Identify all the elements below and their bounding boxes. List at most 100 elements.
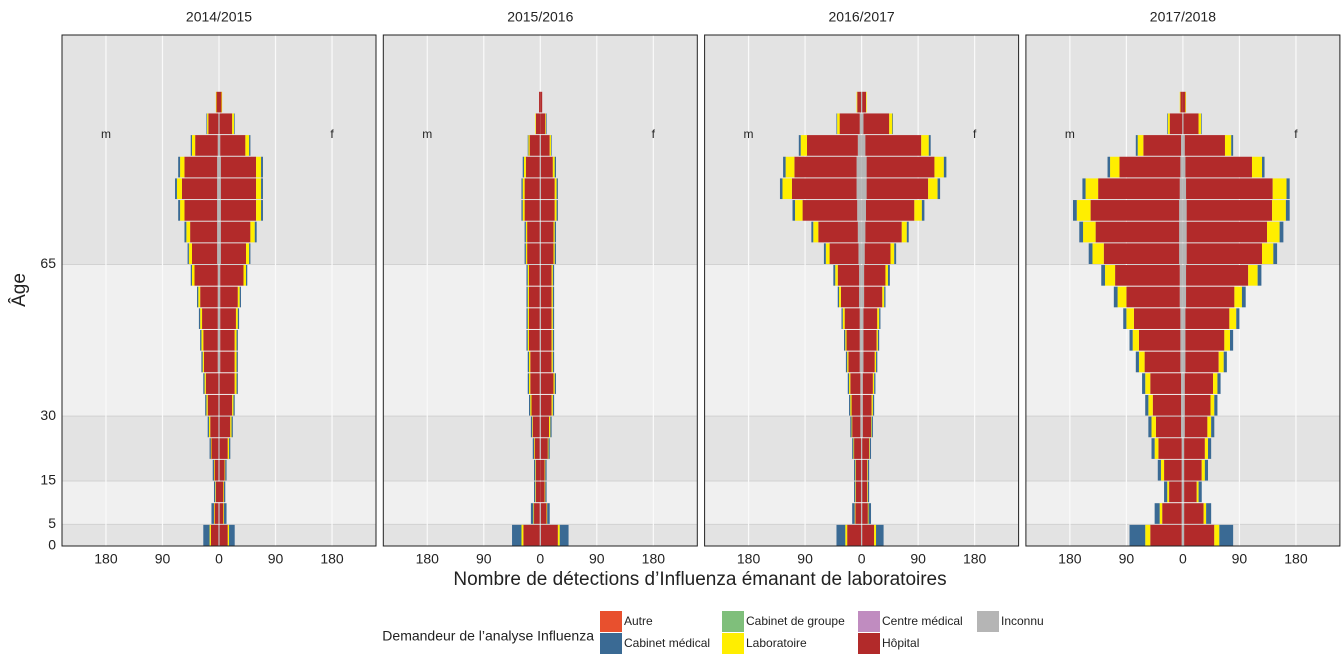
bar-segment [261, 178, 263, 200]
bar-segment [545, 113, 546, 135]
sex-label: m [1065, 127, 1075, 141]
bar-segment [1214, 524, 1220, 546]
bar-segment [527, 308, 529, 329]
bar-segment [851, 416, 853, 438]
y-tick-label: 5 [48, 515, 56, 531]
bar-segment [190, 265, 192, 286]
bar-segment [1262, 156, 1265, 178]
bar-segment [217, 156, 219, 178]
bar-segment [544, 459, 546, 481]
bar-segment [539, 200, 541, 221]
bar-segment [1142, 373, 1146, 394]
bar-segment [846, 329, 860, 351]
bar-segment [234, 113, 235, 135]
bar-segment [219, 156, 221, 178]
bar-segment [852, 438, 854, 459]
bar-segment [857, 91, 861, 113]
bar-segment [1123, 308, 1127, 329]
bar-segment [1181, 438, 1183, 459]
bar-segment [539, 286, 541, 308]
bar-segment [1185, 351, 1219, 373]
bar-segment [532, 438, 535, 459]
bar-segment [551, 351, 553, 373]
bar-segment [1184, 394, 1211, 416]
bar-segment [1184, 416, 1208, 438]
bar-segment [219, 221, 221, 243]
bar-segment [859, 351, 862, 373]
bar-segment [539, 524, 541, 546]
bar-segment [779, 178, 783, 200]
x-tick-label: 180 [94, 551, 118, 567]
bar-segment [860, 373, 862, 394]
bar-segment [539, 156, 541, 178]
facet-title: 2017/2018 [1150, 9, 1216, 25]
legend-title: Demandeur de l’analyse Influenza [382, 628, 594, 644]
bar-segment [862, 91, 866, 113]
bar-segment [1180, 351, 1183, 373]
bar-segment [218, 459, 219, 481]
bar-segment [921, 200, 925, 221]
bar-segment [854, 481, 856, 503]
bar-segment [867, 503, 869, 524]
bar-segment [874, 351, 877, 373]
bar-segment [865, 221, 902, 243]
bar-segment [211, 503, 214, 524]
bar-segment [1082, 178, 1086, 200]
bar-segment [528, 394, 531, 416]
bar-segment [198, 286, 201, 308]
bar-segment [885, 265, 888, 286]
bar-segment [219, 459, 225, 481]
bar-segment [205, 373, 219, 394]
bar-segment [213, 503, 215, 524]
bar-segment [539, 351, 541, 373]
bar-segment [528, 373, 531, 394]
x-tick-label: 90 [155, 551, 171, 567]
legend-label: Centre médical [882, 614, 963, 628]
bar-segment [1107, 156, 1111, 178]
bar-segment [220, 135, 246, 156]
legend-label: Laboratoire [746, 636, 807, 650]
bar-segment [223, 481, 225, 503]
bar-segment [837, 113, 840, 135]
bar-segment [175, 178, 177, 200]
bar-segment [844, 329, 846, 351]
bar-segment [524, 221, 526, 243]
bar-segment [539, 416, 541, 438]
bar-segment [556, 178, 558, 200]
bar-segment [1273, 243, 1278, 265]
bar-segment [551, 329, 553, 351]
bar-segment [877, 308, 880, 329]
bar-segment [1154, 503, 1160, 524]
bar-segment [1207, 416, 1212, 438]
bar-segment [1167, 113, 1170, 135]
bar-segment [1272, 200, 1286, 221]
bar-segment [1224, 329, 1230, 351]
bar-segment [863, 351, 875, 373]
bar-segment [217, 135, 219, 156]
bar-segment [539, 394, 541, 416]
bar-segment [229, 438, 231, 459]
bar-segment [553, 221, 555, 243]
bar-segment [862, 373, 873, 394]
bar-segment [1151, 416, 1156, 438]
bar-segment [1129, 329, 1133, 351]
bar-segment [551, 286, 553, 308]
bar-segment [540, 524, 541, 546]
bar-segment [1272, 178, 1287, 200]
bar-segment [522, 156, 524, 178]
bar-segment [535, 481, 541, 503]
bar-segment [1180, 308, 1183, 329]
bar-segment [219, 416, 231, 438]
bar-segment [859, 329, 862, 351]
bar-segment [532, 416, 540, 438]
bar-segment [540, 91, 543, 113]
y-tick-label: 0 [48, 537, 56, 553]
bar-segment [861, 221, 866, 243]
bar-segment [845, 524, 848, 546]
bar-segment [1182, 286, 1187, 308]
bar-segment [838, 286, 841, 308]
bar-segment [219, 329, 221, 351]
bar-segment [1181, 373, 1183, 394]
bar-segment [186, 221, 191, 243]
bar-segment [1182, 243, 1187, 265]
